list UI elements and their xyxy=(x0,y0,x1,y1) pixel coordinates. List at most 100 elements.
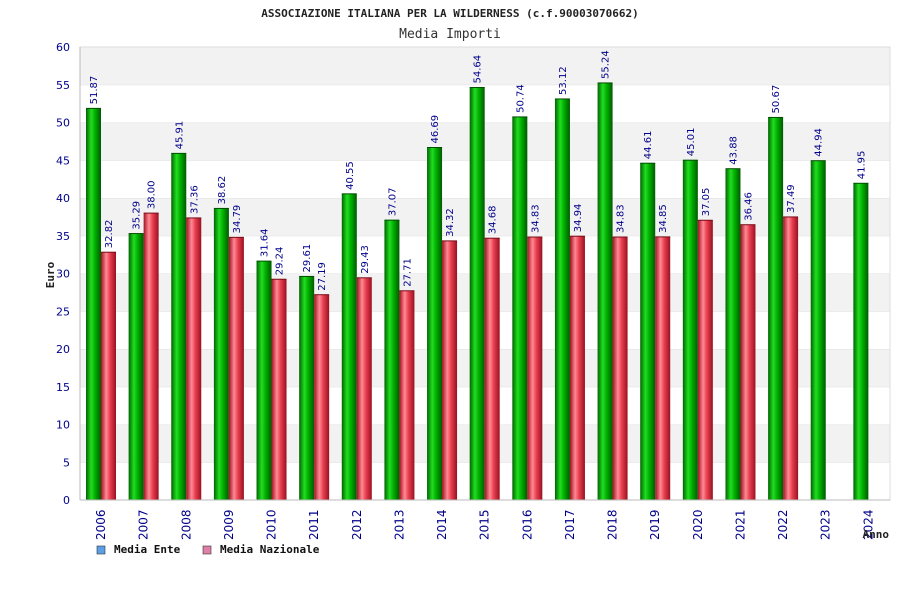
x-tick-label: 2022 xyxy=(776,509,790,540)
data-label: 38.62 xyxy=(217,176,228,205)
data-label: 34.79 xyxy=(232,205,243,234)
bar-media-nazionale xyxy=(783,216,799,500)
data-label: 50.67 xyxy=(771,85,782,114)
legend: Media Ente Media Nazionale xyxy=(96,543,320,556)
x-tick-label: 2024 xyxy=(861,509,875,540)
x-tick-label: 2011 xyxy=(307,509,321,540)
bar-media-nazionale xyxy=(271,279,287,500)
legend-swatch-media-nazionale xyxy=(202,545,212,555)
bar-media-nazionale xyxy=(356,277,372,500)
bars xyxy=(86,82,869,501)
x-tick-label: 2021 xyxy=(733,509,747,540)
data-label: 34.32 xyxy=(445,208,456,237)
bar-media-ente xyxy=(768,117,784,500)
data-label: 51.87 xyxy=(89,76,100,105)
bar-media-nazionale xyxy=(143,213,159,500)
bar-media-nazionale xyxy=(442,240,458,500)
grid-band xyxy=(80,47,890,85)
legend-label-media-ente: Media Ente xyxy=(114,543,181,556)
bar-media-ente xyxy=(640,163,656,500)
data-label: 37.49 xyxy=(786,184,797,213)
bar-media-ente xyxy=(853,183,869,500)
bar-media-ente xyxy=(682,160,698,500)
data-label: 53.12 xyxy=(558,66,569,95)
y-tick-label: 10 xyxy=(56,419,70,432)
data-label: 44.94 xyxy=(814,128,825,157)
data-label: 27.19 xyxy=(317,262,328,291)
x-tick-label: 2015 xyxy=(478,509,492,540)
bar-media-nazionale xyxy=(484,238,500,500)
y-tick-label: 25 xyxy=(56,305,70,318)
data-label: 46.69 xyxy=(430,115,441,144)
grid-band xyxy=(80,84,890,123)
bar-media-nazionale xyxy=(399,290,415,500)
data-label: 37.07 xyxy=(387,187,398,216)
bar-media-ente xyxy=(86,108,101,500)
y-tick-label: 5 xyxy=(63,456,70,469)
x-tick-label: 2018 xyxy=(606,509,620,540)
bar-media-nazionale xyxy=(612,237,628,500)
data-label: 35.29 xyxy=(132,201,143,230)
bar-media-nazionale xyxy=(186,217,202,500)
y-tick-label: 60 xyxy=(56,41,70,54)
data-label: 44.61 xyxy=(643,131,654,160)
grid-band xyxy=(80,160,890,198)
bar-media-ente xyxy=(213,208,229,500)
x-tick-label: 2010 xyxy=(265,509,279,540)
bar-media-ente xyxy=(171,153,187,500)
bar-media-ente xyxy=(256,261,272,500)
y-tick-label: 50 xyxy=(56,117,70,130)
bar-media-nazionale xyxy=(697,220,713,500)
legend-swatch-media-ente xyxy=(96,545,106,555)
bar-media-nazionale xyxy=(655,236,671,500)
data-label: 29.24 xyxy=(275,247,286,276)
bar-media-ente xyxy=(128,233,144,501)
data-label: 27.71 xyxy=(402,258,413,287)
bar-media-ente xyxy=(810,160,826,500)
bar-media-ente xyxy=(597,82,613,501)
data-label: 29.61 xyxy=(302,244,313,273)
bar-media-ente xyxy=(725,168,741,500)
y-axis-ticks: 0 5 10 15 20 25 30 35 40 45 50 55 60 xyxy=(56,41,70,507)
bar-media-nazionale xyxy=(314,294,330,500)
x-tick-label: 2012 xyxy=(350,509,364,540)
data-label: 45.91 xyxy=(174,121,185,150)
legend-label-media-nazionale: Media Nazionale xyxy=(220,543,320,556)
x-tick-label: 2014 xyxy=(435,509,449,540)
y-tick-label: 20 xyxy=(56,343,70,356)
x-tick-label: 2006 xyxy=(94,509,108,540)
data-label: 29.43 xyxy=(360,245,371,274)
data-label: 36.46 xyxy=(743,192,754,221)
data-label: 54.64 xyxy=(473,55,484,84)
x-axis-label: Anno xyxy=(863,528,890,541)
bar-media-ente xyxy=(554,98,570,500)
data-label: 34.68 xyxy=(488,206,499,235)
data-label: 32.82 xyxy=(104,220,115,249)
data-label: 55.24 xyxy=(601,50,612,79)
chart-title: ASSOCIAZIONE ITALIANA PER LA WILDERNESS … xyxy=(261,7,639,20)
bar-media-nazionale xyxy=(101,252,116,500)
bar-media-ente xyxy=(427,147,443,501)
bar-media-ente xyxy=(384,220,400,500)
y-tick-label: 30 xyxy=(56,268,70,281)
x-tick-label: 2023 xyxy=(819,509,833,540)
bar-media-nazionale xyxy=(527,237,543,500)
data-label: 41.95 xyxy=(856,151,867,180)
data-label: 34.83 xyxy=(530,204,541,233)
bar-media-ente xyxy=(469,87,485,500)
data-label: 37.05 xyxy=(701,188,712,217)
x-axis-ticks: 2006 2007 2008 2009 2010 2011 2012 2013 2014 2015… xyxy=(94,509,875,540)
data-label: 34.83 xyxy=(616,204,627,233)
bar-media-ente xyxy=(299,276,315,500)
data-labels: 51.87 32.82 35.29 38.00 45.91 37.36 38.62 34.79… xyxy=(89,50,867,290)
data-label: 40.55 xyxy=(345,161,356,190)
x-tick-label: 2009 xyxy=(222,509,236,540)
y-tick-label: 15 xyxy=(56,381,70,394)
x-tick-label: 2013 xyxy=(392,509,406,540)
data-label: 34.94 xyxy=(573,204,584,233)
y-tick-label: 40 xyxy=(56,192,70,205)
y-axis-label: Euro xyxy=(44,261,57,288)
y-tick-label: 0 xyxy=(63,494,70,507)
y-tick-label: 45 xyxy=(56,154,70,167)
